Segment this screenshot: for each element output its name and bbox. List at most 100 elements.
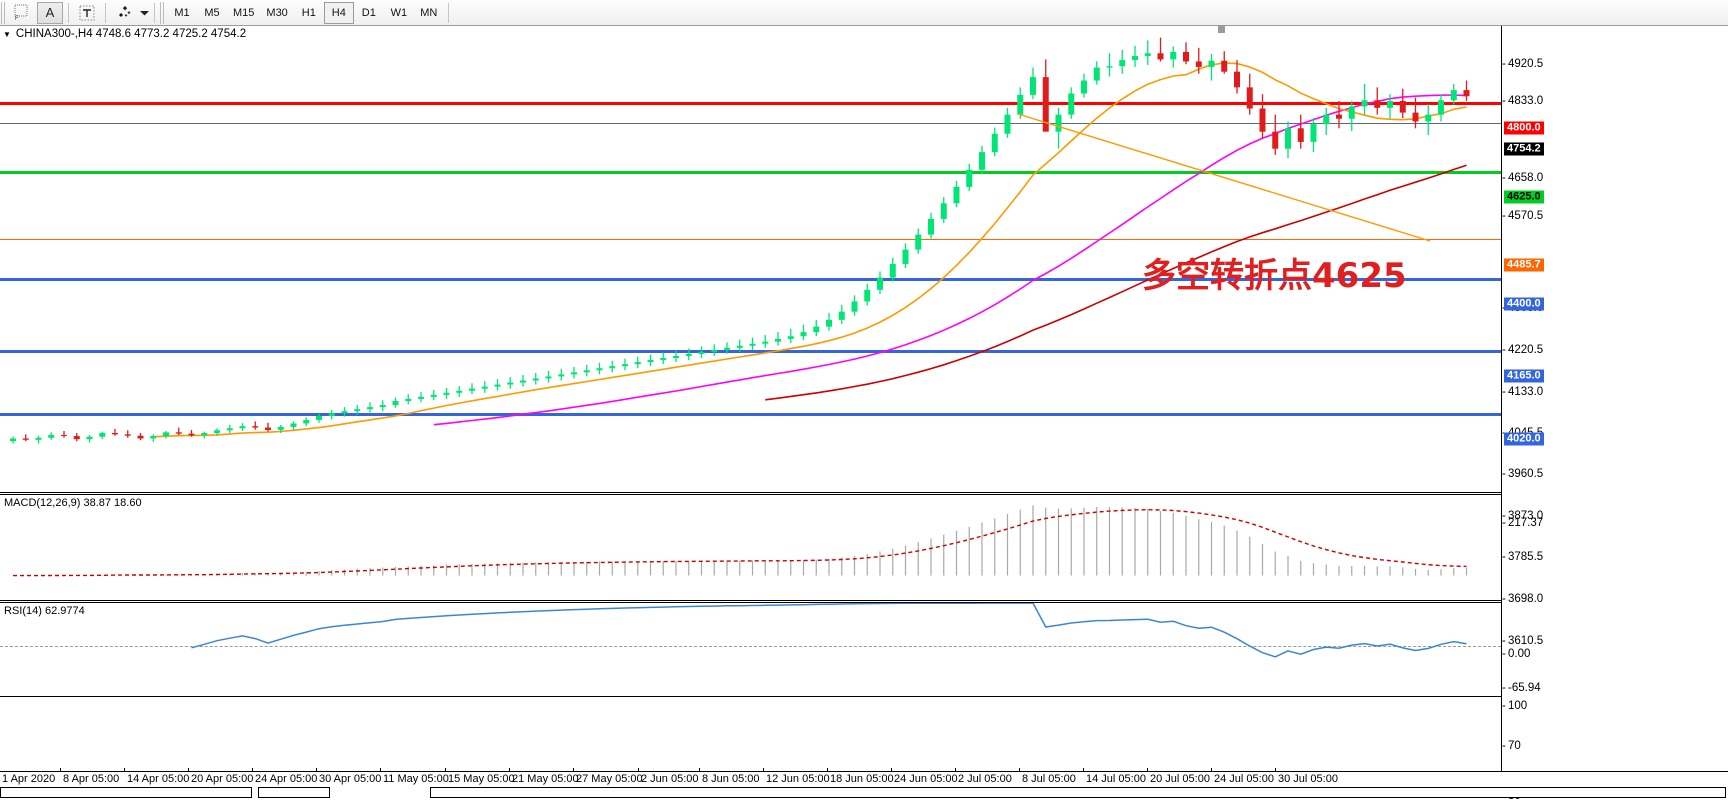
time-tick-4 xyxy=(252,768,253,772)
timeframe-m1[interactable]: M1 xyxy=(174,6,190,19)
objects-icon[interactable] xyxy=(111,2,137,24)
level-line-4020 xyxy=(0,413,1501,416)
macd-pane[interactable]: MACD(12,26,9) 38.87 18.60 xyxy=(0,494,1501,601)
time-label-10: 2 Jun 05:00 xyxy=(641,773,699,785)
time-tick-15 xyxy=(955,768,956,772)
price-tick-3960.5: -3960.5 xyxy=(1502,468,1544,480)
time-axis[interactable]: 1 Apr 2020 8 Apr 05:00 14 Apr 05:00 20 Apr … xyxy=(0,768,1728,788)
time-tick-6 xyxy=(380,768,381,772)
time-tick-18 xyxy=(1147,768,1148,772)
time-label-20: 30 Jul 05:00 xyxy=(1278,773,1338,785)
level-line-4165 xyxy=(0,350,1501,353)
timeframe-m30[interactable]: M30 xyxy=(266,6,288,19)
time-tick-11 xyxy=(699,768,700,772)
level-line-4400 xyxy=(0,278,1501,281)
collapse-caret-icon[interactable]: ▼ xyxy=(3,29,11,39)
timeframe-w1[interactable]: W1 xyxy=(390,6,408,19)
toolbar-separator-1 xyxy=(68,2,69,23)
timeframe-h4[interactable]: H4 xyxy=(323,1,354,24)
time-label-13: 18 Jun 05:00 xyxy=(830,773,894,785)
chart-top-handle[interactable] xyxy=(1218,26,1225,33)
macd-tick-0.00: -0.00 xyxy=(1502,648,1531,660)
macd-tick--65.94: - -65.94 xyxy=(1502,682,1541,694)
time-label-16: 8 Jul 05:00 xyxy=(1022,773,1076,785)
level-tag-4800[interactable]: 4800.0 xyxy=(1504,121,1544,135)
timeframe-mn[interactable]: MN xyxy=(420,6,438,19)
price-pane[interactable]: 多空转折点4625 xyxy=(0,26,1501,493)
level-line-4800 xyxy=(0,102,1501,105)
svg-text:F: F xyxy=(15,16,19,21)
rsi-level-70 xyxy=(0,646,1501,647)
price-tick-4570.5: -4570.5 xyxy=(1502,210,1544,222)
level-line-4485 xyxy=(0,239,1501,240)
price-tick-4833: -4833.0 xyxy=(1502,95,1544,107)
toolbar-separator-2 xyxy=(105,2,106,23)
time-tick-16 xyxy=(1019,768,1020,772)
time-tick-20 xyxy=(1275,768,1276,772)
macd-plot xyxy=(0,495,1501,600)
price-tick-4220.5: -4220.5 xyxy=(1502,344,1544,356)
time-tick-19 xyxy=(1211,768,1212,772)
time-label-11: 8 Jun 05:00 xyxy=(702,773,760,785)
time-tick-8 xyxy=(509,768,510,772)
time-label-12: 12 Jun 05:00 xyxy=(766,773,830,785)
level-tag-4165[interactable]: 4165.0 xyxy=(1504,369,1544,383)
time-tick-13 xyxy=(827,768,828,772)
level-tag-4625[interactable]: 4625.0 xyxy=(1504,190,1544,204)
scrollbar-segment-0[interactable] xyxy=(0,787,252,798)
level-tag-4020[interactable]: 4020.0 xyxy=(1504,432,1544,446)
objects-dropdown-icon[interactable] xyxy=(138,2,150,24)
time-label-19: 24 Jul 05:00 xyxy=(1214,773,1274,785)
time-label-17: 14 Jul 05:00 xyxy=(1086,773,1146,785)
timeframe-h1[interactable]: H1 xyxy=(301,6,316,19)
rsi-tick-100: -100 xyxy=(1502,700,1528,712)
time-tick-9 xyxy=(573,768,574,772)
level-line-4625 xyxy=(0,171,1501,174)
text-a-icon[interactable]: A xyxy=(37,1,63,24)
level-line-current xyxy=(0,123,1501,124)
time-label-2: 14 Apr 05:00 xyxy=(127,773,190,785)
timeframe-m15[interactable]: M15 xyxy=(233,6,255,19)
timeframe-grip[interactable] xyxy=(160,1,165,24)
price-tick-4920.5: -4920.5 xyxy=(1502,58,1544,70)
time-tick-14 xyxy=(891,768,892,772)
rsi-series xyxy=(191,603,1467,658)
rsi-tick-70: -70 xyxy=(1502,740,1521,752)
level-tag-4485[interactable]: 4485.7 xyxy=(1504,258,1544,272)
timeframe-d1[interactable]: D1 xyxy=(361,6,376,19)
crosshair-f-icon[interactable]: F xyxy=(9,2,35,24)
price-tick-3610.5: -3610.5 xyxy=(1502,635,1544,647)
main-toolbar: F A M1 M5 M15 M30 H1 H4 D1 W1 MN xyxy=(0,0,1728,26)
price-tick-3785.5: -3785.5 xyxy=(1502,551,1544,563)
scrollbar-segment-1[interactable] xyxy=(258,787,330,798)
rsi-pane[interactable]: RSI(14) 62.9774 xyxy=(0,602,1501,697)
toolbar-grip[interactable] xyxy=(1,1,6,24)
time-label-15: 2 Jul 05:00 xyxy=(958,773,1012,785)
time-tick-7 xyxy=(445,768,446,772)
level-tag-4400[interactable]: 4400.0 xyxy=(1504,297,1544,311)
time-tick-10 xyxy=(638,768,639,772)
time-tick-3 xyxy=(188,768,189,772)
price-scale[interactable]: -4920.5-4833.0-4658.0-4570.5-4308.0-4220… xyxy=(1501,26,1728,802)
current-price-tag[interactable]: 4754.2 xyxy=(1504,142,1544,156)
macd-pane-label: MACD(12,26,9) 38.87 18.60 xyxy=(4,497,142,509)
time-tick-1 xyxy=(60,768,61,772)
time-label-14: 24 Jun 05:00 xyxy=(894,773,958,785)
time-label-6: 11 May 05:00 xyxy=(383,773,449,785)
symbol-quote-bar: ▼ CHINA300-,H4 4748.6 4773.2 4725.2 4754… xyxy=(0,27,246,41)
time-tick-12 xyxy=(763,768,764,772)
rsi-plot xyxy=(0,603,1501,696)
symbol-ohlc-text: CHINA300-,H4 4748.6 4773.2 4725.2 4754.2 xyxy=(15,28,247,40)
macd-series xyxy=(13,505,1468,577)
price-plot: 多空转折点4625 xyxy=(0,26,1501,492)
rsi-pane-label: RSI(14) 62.9774 xyxy=(4,605,85,617)
chart-scrollbar[interactable] xyxy=(0,787,1728,798)
toolbar-separator-3 xyxy=(154,2,155,23)
scrollbar-segment-2[interactable] xyxy=(430,787,1726,798)
chart-annotation-text: 多空转折点4625 xyxy=(1142,256,1407,296)
time-label-1: 8 Apr 05:00 xyxy=(63,773,120,785)
time-label-4: 24 Apr 05:00 xyxy=(255,773,318,785)
timeframe-m5[interactable]: M5 xyxy=(204,6,220,19)
chart-area[interactable]: 多空转折点4625 MACD(12,26,9) 38.87 18.60 RSI(… xyxy=(0,26,1728,802)
text-label-icon[interactable] xyxy=(74,2,100,24)
